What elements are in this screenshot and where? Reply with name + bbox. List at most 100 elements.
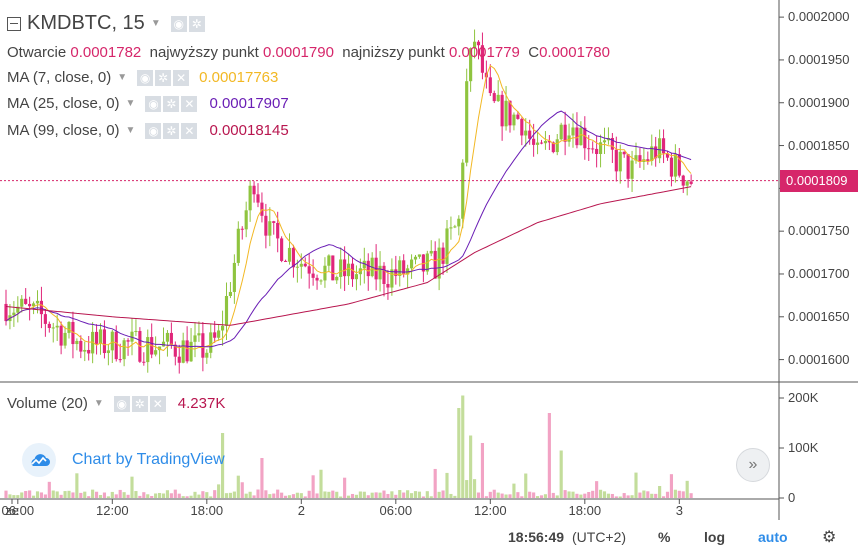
volume-bar — [567, 491, 571, 498]
ma99-controls: ◉ ✲ ✕ — [145, 122, 198, 139]
gear-icon[interactable]: ✲ — [131, 395, 148, 412]
volume-bar — [47, 481, 51, 498]
candle-body — [382, 265, 386, 285]
volume-bar — [614, 496, 618, 498]
volume-bar — [272, 493, 276, 498]
candle-body — [626, 154, 630, 179]
symbol-controls: ◉ ✲ — [170, 15, 205, 32]
candle-body — [291, 247, 296, 268]
candle-body — [130, 331, 134, 342]
close-icon[interactable]: ✕ — [181, 122, 198, 139]
volume-row[interactable]: Volume (20) ▼ ◉ ✲ ✕ 4.237K — [7, 395, 225, 412]
candle-body — [618, 151, 622, 172]
candle-body — [591, 148, 595, 150]
gear-icon[interactable]: ✲ — [163, 95, 180, 112]
gear-icon[interactable]: ✲ — [188, 15, 205, 32]
close-icon[interactable]: ✕ — [181, 95, 198, 112]
collapse-icon[interactable] — [7, 16, 21, 31]
candle-body — [528, 130, 532, 139]
volume-bar — [512, 483, 516, 498]
ohlc-row: Otwarcie 0.0001782 najwyższy punkt 0.000… — [7, 44, 610, 61]
symbol-menu-caret-icon[interactable]: ▼ — [150, 18, 161, 29]
candle-body — [287, 247, 292, 262]
candle-body — [295, 266, 299, 268]
close-icon[interactable]: ✕ — [173, 69, 190, 86]
ma99-menu-caret-icon[interactable]: ▼ — [125, 125, 136, 136]
candle-body — [386, 284, 390, 288]
candle-body — [201, 333, 205, 358]
candle-body — [465, 81, 469, 163]
tradingview-watermark[interactable]: Chart by TradingView — [22, 443, 225, 477]
candle-body — [327, 255, 331, 266]
price-tick-label: 0.0001650 — [788, 308, 850, 324]
candle-body — [350, 263, 355, 280]
eye-icon[interactable]: ◉ — [145, 122, 162, 139]
candle-body — [685, 181, 689, 186]
ma99-row[interactable]: MA (99, close, 0) ▼ ◉ ✲ ✕ 0.00018145 — [7, 122, 289, 139]
candle-body — [299, 263, 303, 267]
candle-body — [539, 142, 544, 144]
candle-body — [283, 260, 288, 262]
candle-body — [31, 303, 36, 307]
gear-icon[interactable]: ✲ — [155, 69, 172, 86]
scroll-to-realtime-button[interactable]: » — [736, 448, 770, 482]
high-value: 0.0001790 — [263, 44, 334, 61]
candle-body — [110, 331, 114, 351]
settings-gear-icon[interactable]: ⚙ — [822, 529, 837, 546]
candle-body — [595, 148, 599, 155]
volume-bar — [370, 492, 374, 498]
candle-body — [197, 333, 201, 336]
candle-body — [4, 303, 8, 322]
volume-bar — [492, 489, 496, 498]
percent-toggle[interactable]: % — [658, 529, 671, 545]
ma7-row[interactable]: MA (7, close, 0) ▼ ◉ ✲ ✕ 0.00017763 — [7, 69, 278, 86]
ma25-row[interactable]: MA (25, close, 0) ▼ ◉ ✲ ✕ 0.00017907 — [7, 95, 289, 112]
ma7-menu-caret-icon[interactable]: ▼ — [117, 72, 128, 83]
candle-body — [55, 325, 59, 328]
eye-icon[interactable]: ◉ — [113, 395, 130, 412]
candle-body — [43, 314, 47, 324]
volume-bar — [421, 496, 425, 498]
volume-bar — [91, 489, 95, 498]
volume-menu-caret-icon[interactable]: ▼ — [93, 398, 104, 409]
ma25-menu-caret-icon[interactable]: ▼ — [125, 98, 136, 109]
candle-body — [500, 94, 504, 127]
candle-body — [602, 140, 607, 143]
volume-bar — [217, 484, 221, 498]
close-icon[interactable]: ✕ — [149, 395, 166, 412]
candle-body — [535, 142, 540, 145]
volume-bar — [484, 496, 488, 498]
eye-icon[interactable]: ◉ — [145, 95, 162, 112]
volume-tick-label: 100K — [788, 440, 819, 455]
candle-body — [413, 256, 418, 260]
eye-icon[interactable]: ◉ — [137, 69, 154, 86]
candle-body — [236, 228, 240, 263]
timezone[interactable]: (UTC+2) — [572, 529, 627, 545]
candle-body — [390, 269, 394, 288]
auto-toggle[interactable]: auto — [758, 529, 788, 545]
ma7-line — [5, 64, 692, 352]
price-tick-label: 0.0001850 — [788, 137, 850, 153]
candle-body — [496, 94, 500, 102]
price-tick-label: 0.0002000 — [788, 9, 850, 25]
eye-icon[interactable]: ◉ — [170, 15, 187, 32]
gear-icon[interactable]: ✲ — [163, 122, 180, 139]
volume-bar — [114, 494, 118, 498]
candle-body — [59, 325, 63, 346]
candle-body — [457, 218, 461, 227]
volume-bar — [402, 492, 406, 498]
volume-bar — [409, 493, 414, 498]
volume-bar — [268, 494, 272, 498]
candle-body — [252, 185, 256, 195]
candle-body — [134, 330, 138, 332]
candle-body — [366, 260, 370, 277]
log-toggle[interactable]: log — [704, 529, 725, 545]
volume-bar — [583, 493, 587, 498]
volume-bar — [177, 493, 181, 498]
volume-bar — [543, 494, 548, 498]
volume-bar — [130, 476, 134, 498]
volume-bar — [350, 493, 355, 498]
candle-body — [264, 215, 268, 236]
candle-body — [224, 295, 229, 326]
